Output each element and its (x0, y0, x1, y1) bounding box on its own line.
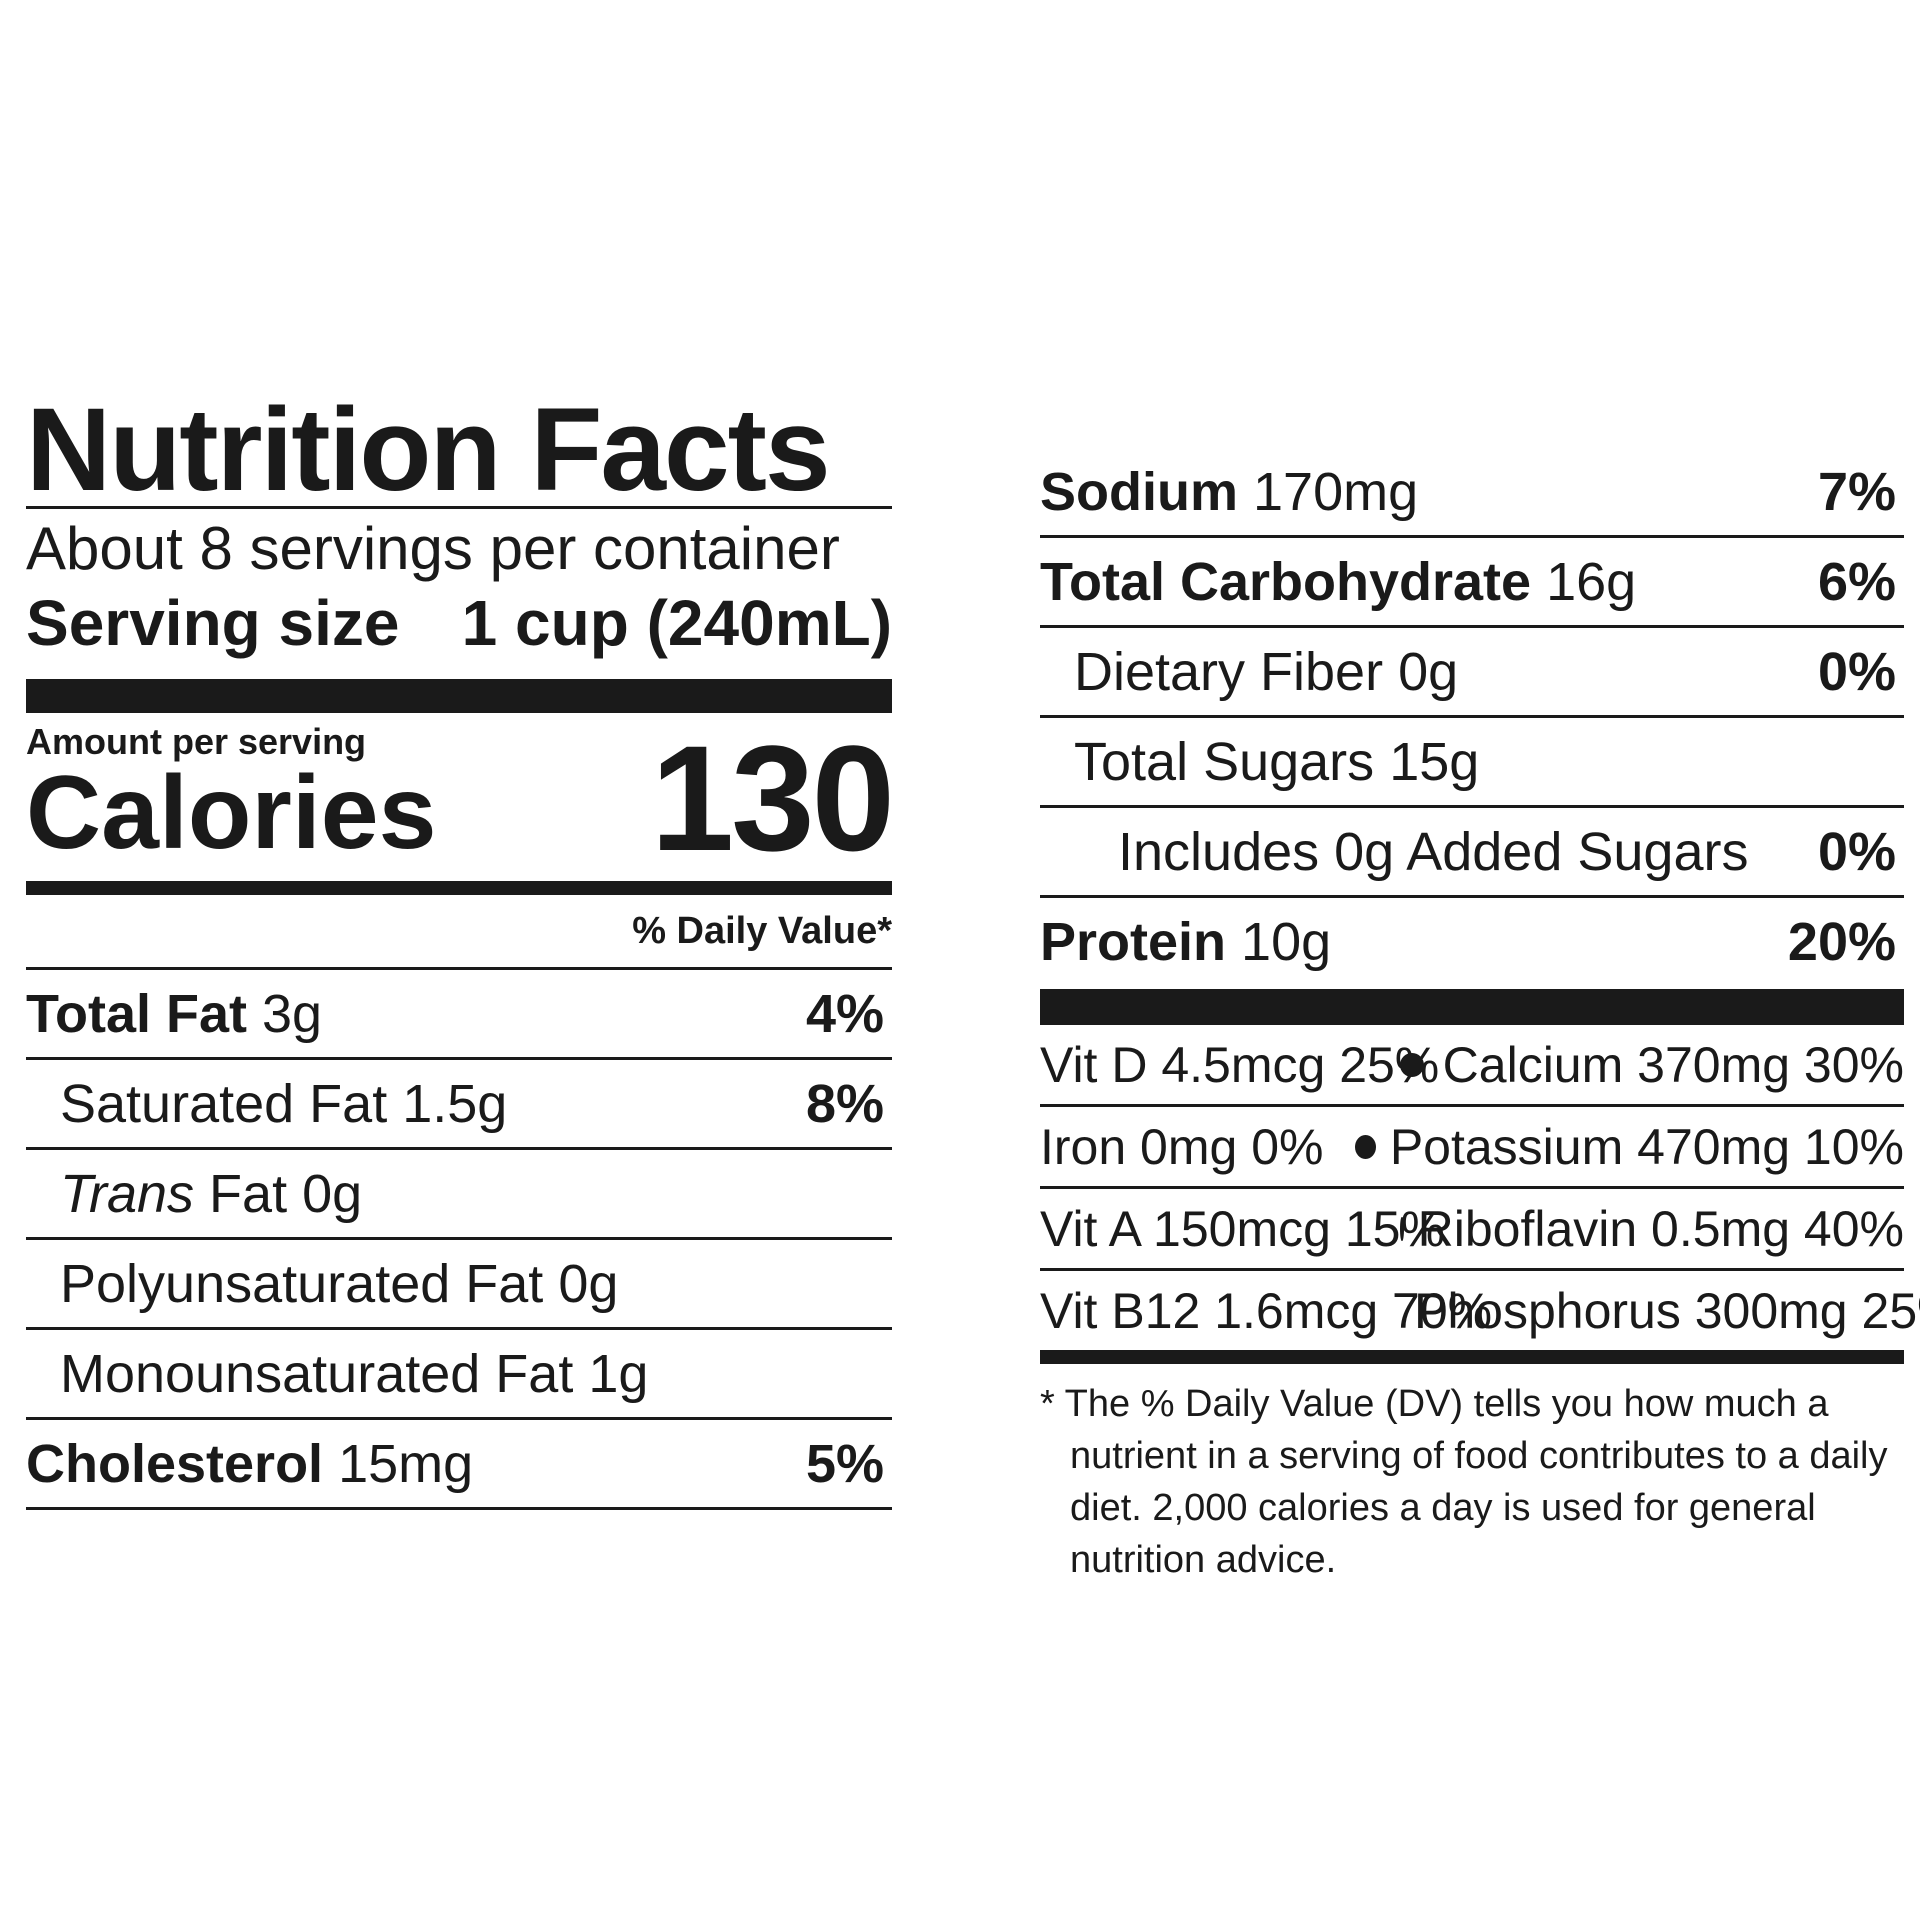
nutrient-amount: 1.5g (402, 1073, 508, 1134)
nutrient-row-trans-fat: Trans Fat 0g (26, 1150, 892, 1240)
amount-per-serving: Amount per serving (26, 721, 367, 762)
bullet-icon (1354, 1134, 1376, 1159)
nutrient-name: Total Fat (26, 983, 247, 1044)
nutrient-amount: 3g (262, 983, 323, 1044)
nutrient-name: Total Sugars (1074, 731, 1375, 792)
nutrient-dv: 0% (1817, 641, 1896, 702)
calories-label: Calories (26, 755, 437, 871)
nutrient-row-cholesterol: Cholesterol 15mg 5% (26, 1420, 892, 1510)
nutrient-row-dietary-fiber: Dietary Fiber 0g 0% (1040, 628, 1904, 718)
divider (26, 967, 892, 970)
nutrient-row-total-fat: Total Fat 3g 4% (26, 970, 892, 1060)
nutrient-name: Cholesterol (26, 1433, 324, 1494)
nutrient-amount: 15g (1389, 731, 1480, 792)
nutrient-amount: 15mg (338, 1433, 474, 1494)
serving-size-label: Serving size (26, 587, 400, 659)
serving-size-row: Serving size 1 cup (240mL) (26, 585, 892, 679)
nutrient-name: Total Carbohydrate (1040, 551, 1532, 612)
nutrient-dv: 4% (805, 983, 884, 1044)
nutrient-row-monounsaturated-fat: Monounsaturated Fat 1g (26, 1330, 892, 1420)
nutrition-facts-left-panel: Nutrition Facts About 8 servings per con… (26, 384, 895, 1510)
vitamin-right: Potassium 470mg 10% (1389, 1118, 1904, 1175)
vitamin-row: Iron 0mg 0% Potassium 470mg 10% (1040, 1107, 1904, 1189)
calories-value: 130 (650, 714, 895, 882)
bullet-icon (1400, 1052, 1424, 1077)
vitamin-left: Vit D 4.5mcg 25% (1040, 1036, 1440, 1093)
nutrition-facts-right-panel: Sodium 170mg 7% Total Carbohydrate 16g 6… (1040, 448, 1920, 1586)
nutrient-amount: 0g (302, 1163, 363, 1224)
daily-value-footnote: * The % Daily Value (DV) tells you how m… (1040, 1383, 1888, 1581)
nutrient-amount: 170mg (1253, 461, 1419, 522)
nutrient-name: Saturated Fat (60, 1073, 388, 1134)
nutrient-name: Monounsaturated Fat (60, 1343, 574, 1404)
nutrient-row-polyunsaturated-fat: Polyunsaturated Fat 0g (26, 1240, 892, 1330)
nutrient-name: Fat (209, 1163, 288, 1224)
divider (26, 506, 892, 509)
bullet-icon (1400, 1216, 1404, 1241)
vitamin-row: Vit A 150mcg 15% Riboflavin 0.5mg 40% (1040, 1189, 1904, 1271)
nutrient-name: Polyunsaturated Fat (60, 1253, 544, 1314)
nutrient-name: Dietary Fiber (1074, 641, 1384, 702)
nutrient-amount: 16g (1546, 551, 1637, 612)
vitamin-right: Riboflavin 0.5mg 40% (1417, 1200, 1904, 1257)
vitamin-left: Vit A 150mcg 15% (1040, 1200, 1445, 1257)
medium-divider (26, 881, 892, 895)
nutrition-facts-title: Nutrition Facts (26, 384, 831, 516)
daily-value-header: % Daily Value* (632, 910, 892, 952)
nutrient-row-sodium: Sodium 170mg 7% (1040, 448, 1904, 538)
nutrient-row-total-sugars: Total Sugars 15g (1040, 718, 1904, 808)
calories-row: Calories 130 (26, 723, 895, 881)
nutrient-dv: 0% (1817, 821, 1896, 882)
vitamin-right: Phosphorus 300mg 25% (1414, 1282, 1920, 1339)
nutrient-amount: 0g (1398, 641, 1459, 702)
nutrient-dv: 7% (1817, 461, 1896, 522)
nutrient-row-total-carbohydrate: Total Carbohydrate 16g 6% (1040, 538, 1904, 628)
vitamin-right: Calcium 370mg 30% (1442, 1036, 1904, 1093)
vitamin-left: Iron 0mg 0% (1040, 1118, 1324, 1175)
nutrient-dv: 5% (805, 1433, 884, 1494)
nutrient-amount: 1g (588, 1343, 649, 1404)
heavy-divider (26, 679, 892, 713)
nutrient-dv: 6% (1817, 551, 1896, 612)
nutrient-name: Includes 0g Added Sugars (1118, 821, 1749, 882)
servings-per-container: About 8 servings per container (26, 515, 840, 582)
nutrient-name-italic: Trans (60, 1163, 195, 1224)
serving-size-value: 1 cup (240mL) (461, 587, 892, 659)
nutrient-row-added-sugars: Includes 0g Added Sugars 0% (1040, 808, 1904, 898)
heavy-divider (1040, 989, 1904, 1025)
nutrient-name: Sodium (1040, 461, 1238, 522)
vitamin-row: Vit B12 1.6mcg 70% Phosphorus 300mg 25% (1040, 1271, 1920, 1364)
vitamin-row: Vit D 4.5mcg 25% Calcium 370mg 30% (1040, 1025, 1904, 1107)
nutrient-row-protein: Protein 10g 20% (1040, 898, 1904, 985)
nutrient-dv: 20% (1787, 911, 1896, 972)
nutrient-dv: 8% (805, 1073, 884, 1134)
nutrient-name: Protein (1040, 911, 1227, 972)
nutrient-amount: 10g (1241, 911, 1332, 972)
nutrient-amount: 0g (558, 1253, 619, 1314)
nutrient-row-saturated-fat: Saturated Fat 1.5g 8% (26, 1060, 892, 1150)
vitamin-left: Vit B12 1.6mcg 70% (1040, 1282, 1493, 1339)
